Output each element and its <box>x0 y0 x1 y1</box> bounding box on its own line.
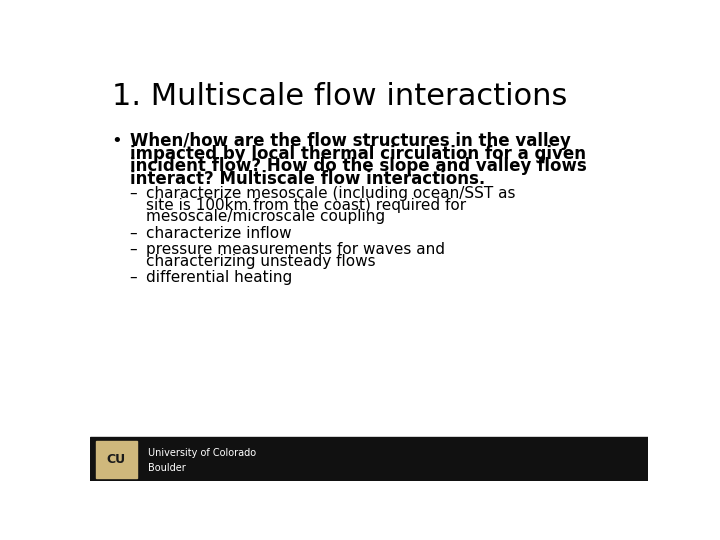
Text: characterize inflow: characterize inflow <box>145 226 292 241</box>
Text: incident flow? How do the slope and valley flows: incident flow? How do the slope and vall… <box>130 157 587 176</box>
Text: interact? Multiscale flow interactions.: interact? Multiscale flow interactions. <box>130 170 485 188</box>
Text: •: • <box>112 132 122 150</box>
Text: characterizing unsteady flows: characterizing unsteady flows <box>145 254 375 268</box>
Bar <box>96 441 137 477</box>
Text: When/how are the flow structures in the valley: When/how are the flow structures in the … <box>130 132 571 150</box>
Text: site is 100km from the coast) required for: site is 100km from the coast) required f… <box>145 198 466 213</box>
Text: impacted by local thermal circulation for a given: impacted by local thermal circulation fo… <box>130 145 586 163</box>
Text: CU: CU <box>107 453 126 465</box>
Bar <box>90 437 648 481</box>
Text: –: – <box>129 242 136 257</box>
Text: characterize mesoscale (including ocean/SST as: characterize mesoscale (including ocean/… <box>145 186 516 201</box>
Text: 1. Multiscale flow interactions: 1. Multiscale flow interactions <box>112 82 567 111</box>
Text: –: – <box>129 186 136 201</box>
Text: –: – <box>129 270 136 285</box>
Text: Boulder: Boulder <box>148 463 186 472</box>
Text: –: – <box>129 226 136 241</box>
Text: University of Colorado: University of Colorado <box>148 448 256 457</box>
Text: differential heating: differential heating <box>145 270 292 285</box>
Text: pressure measurements for waves and: pressure measurements for waves and <box>145 242 445 257</box>
Text: mesoscale/microscale coupling: mesoscale/microscale coupling <box>145 210 385 224</box>
